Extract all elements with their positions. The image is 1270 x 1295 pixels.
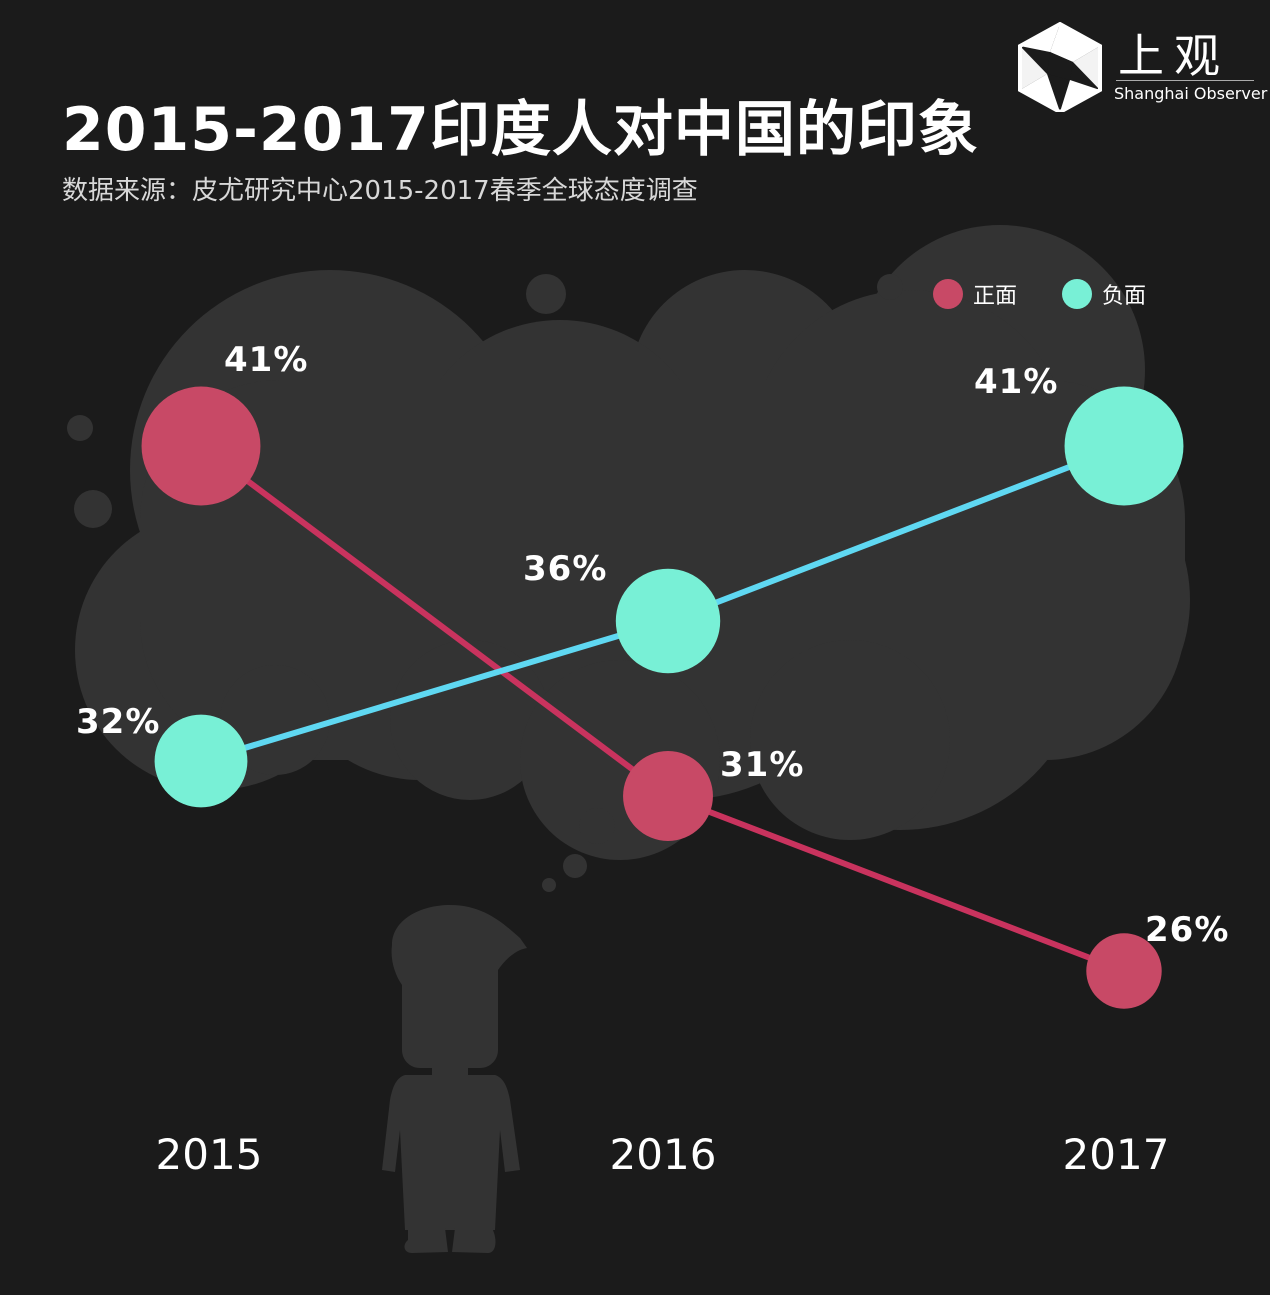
brand-name-en: Shanghai Observer xyxy=(1114,84,1268,103)
data-label-positive-2016: 31% xyxy=(720,745,805,785)
legend-item-negative: 负面 xyxy=(1062,278,1146,310)
data-label-negative-2015: 32% xyxy=(76,702,161,742)
brand-divider xyxy=(1116,80,1254,81)
legend-item-positive: 正面 xyxy=(933,278,1017,310)
data-point-positive-2017 xyxy=(1086,933,1162,1009)
data-label-positive-2015: 41% xyxy=(224,340,309,380)
legend-positive-label: 正面 xyxy=(973,284,1018,309)
series-points xyxy=(141,386,1184,1009)
legend-positive-swatch xyxy=(933,279,963,309)
data-point-negative-2017 xyxy=(1064,386,1184,506)
page-title: 2015-2017印度人对中国的印象 xyxy=(62,95,979,165)
aperture-hexagon-icon xyxy=(1018,21,1102,115)
legend-negative-label: 负面 xyxy=(1102,284,1147,309)
data-point-positive-2015 xyxy=(141,386,261,506)
data-point-negative-2016 xyxy=(615,568,721,674)
data-point-positive-2016 xyxy=(623,751,713,841)
brand-name-cn: 上观 xyxy=(1118,29,1230,83)
page-subtitle: 数据来源：皮尤研究中心2015-2017春季全球态度调查 xyxy=(62,176,698,206)
data-label-positive-2017: 26% xyxy=(1145,910,1230,950)
x-tick-2015: 2015 xyxy=(155,1130,263,1179)
thinking-person-silhouette xyxy=(382,905,527,1253)
brand-logo: 上观 Shanghai Observer xyxy=(1010,21,1267,115)
x-tick-2016: 2016 xyxy=(609,1130,717,1179)
x-tick-2017: 2017 xyxy=(1062,1130,1170,1179)
data-label-negative-2016: 36% xyxy=(523,549,608,589)
decorative-bubbles xyxy=(67,274,903,892)
data-label-negative-2017: 41% xyxy=(974,362,1059,402)
data-point-negative-2015 xyxy=(154,714,248,808)
legend-negative-swatch xyxy=(1062,279,1092,309)
